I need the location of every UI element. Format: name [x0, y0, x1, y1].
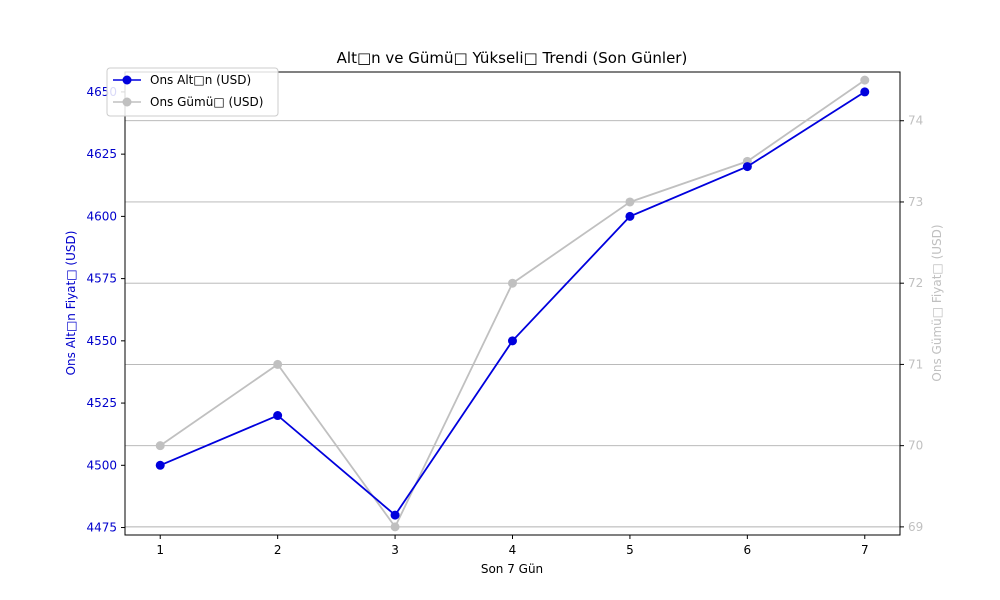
series-line-gold: [159, 91, 866, 517]
left-y-tick-label: 4550: [86, 334, 117, 348]
data-point-gold: [390, 510, 400, 520]
data-point-silver: [860, 75, 870, 85]
right-y-tick-label: 71: [908, 357, 923, 371]
x-tick-label: 5: [626, 543, 634, 557]
data-point-silver: [273, 359, 283, 369]
x-tick-label: 1: [156, 543, 164, 557]
left-y-tick-label: 4525: [86, 396, 117, 410]
data-point-gold: [860, 87, 870, 97]
right-y-tick-label: 74: [908, 114, 923, 128]
data-point-gold: [625, 211, 635, 221]
series-layer: [155, 75, 870, 532]
data-point-silver: [155, 441, 165, 451]
legend-marker-silver: [122, 97, 132, 107]
right-y-tick-label: 72: [908, 276, 923, 290]
series-line-silver: [159, 79, 866, 529]
left-y-tick-label: 4575: [86, 272, 117, 286]
data-point-silver: [625, 197, 635, 207]
data-point-silver: [508, 278, 517, 288]
x-tick-label: 4: [509, 543, 517, 557]
data-point-gold: [273, 411, 283, 421]
right-y-tick-label: 73: [908, 195, 923, 209]
legend: Ons Alt□n (USD) Ons Gümü□ (USD): [106, 67, 279, 117]
left-y-tick-label: 4625: [86, 147, 117, 161]
data-point-gold: [742, 162, 752, 172]
x-axis-ticks: 1 2 3 4 5 6 7: [156, 535, 869, 557]
x-tick-label: 2: [274, 543, 282, 557]
right-y-tick-label: 69: [908, 520, 923, 534]
left-y-tick-label: 4600: [86, 209, 117, 223]
grid-lines: [125, 120, 900, 528]
legend-label-gold: Ons Alt□n (USD): [150, 73, 251, 87]
x-tick-label: 6: [744, 543, 752, 557]
legend-marker-gold: [122, 75, 132, 85]
data-point-gold: [508, 336, 517, 346]
plot-frame: [124, 71, 901, 536]
right-axis-label: Ons Gümü□ Fiyat□ (USD): [930, 224, 944, 381]
legend-label-silver: Ons Gümü□ (USD): [150, 95, 263, 109]
legend-box: [106, 67, 279, 117]
x-axis-label: Son 7 Gün: [481, 562, 543, 576]
data-point-silver: [390, 522, 400, 532]
left-y-tick-label: 4500: [86, 458, 117, 472]
x-tick-label: 3: [391, 543, 399, 557]
left-y-tick-label: 4475: [86, 521, 117, 535]
x-tick-label: 7: [861, 543, 869, 557]
right-axis-ticks: 69 70 71 72 73 74: [900, 114, 923, 534]
right-y-tick-label: 70: [908, 439, 923, 453]
left-axis-label: Ons Alt□n Fiyat□ (USD): [64, 231, 78, 376]
chart-title: Alt□n ve Gümü□ Yükseli□ Trendi (Son Günl…: [337, 49, 688, 67]
data-point-gold: [155, 460, 165, 470]
